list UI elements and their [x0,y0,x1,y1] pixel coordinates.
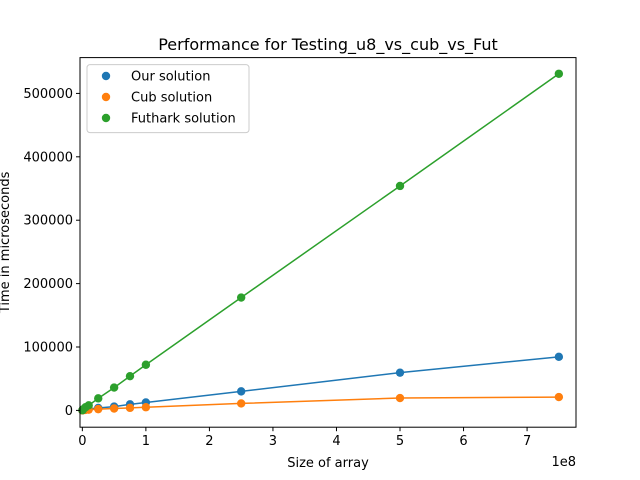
series-1-point [554,392,564,402]
series-1-point [141,403,151,412]
x-axis-label: Size of array [287,456,369,471]
series-1-point [109,404,119,413]
series-2-point [94,394,103,403]
axes-frame [79,57,577,428]
x-tick-label: 0 [78,434,86,449]
chart-title: Performance for Testing_u8_vs_cub_vs_Fut [158,35,498,55]
series-2-point [554,69,564,78]
y-axis-label: Time in microseconds [0,171,13,314]
series-2-point [109,383,119,392]
legend-label-1: Cub solution [131,91,212,106]
x-tick-label: 4 [332,434,340,449]
series-2-point [84,401,93,410]
series-0-point [554,352,564,362]
x-tick-label: 7 [523,434,531,449]
series-2-point [141,360,151,369]
series-2-point [125,371,135,381]
legend-label-0: Our solution [131,70,210,85]
series-1-point [395,393,405,403]
y-tick-label: 300000 [23,214,73,229]
x-tick-label: 2 [205,434,213,449]
series-1-point [236,399,246,408]
y-tick-label: 100000 [23,341,73,356]
x-axis-offset-label: 1e8 [551,455,576,470]
legend-box [86,64,250,134]
series-2-point [236,293,246,302]
x-tick-label: 5 [396,434,404,449]
series-1-point [125,403,135,413]
y-tick-label: 0 [65,404,73,419]
plot-area [78,69,564,415]
legend-marker-0 [101,71,111,81]
series-0-point [236,387,246,396]
x-tick-label: 1 [142,434,150,449]
series-1-point [94,404,103,414]
legend: Our solution Cub solution Futhark solution [86,64,250,134]
y-tick-label: 400000 [23,150,73,165]
legend-marker-1 [101,92,111,102]
y-axis-ticks: 0 100000 200000 300000 400000 500000 [23,87,80,419]
x-tick-label: 3 [269,434,277,449]
y-tick-label: 200000 [23,277,73,292]
series-0-point [395,368,405,377]
series-2-point [395,181,405,191]
x-tick-label: 6 [459,434,467,449]
legend-marker-2 [101,113,111,123]
legend-label-2: Futhark solution [131,112,236,127]
y-tick-label: 500000 [23,87,73,102]
x-axis-ticks: 0 1 2 3 4 5 6 7 [78,427,531,449]
